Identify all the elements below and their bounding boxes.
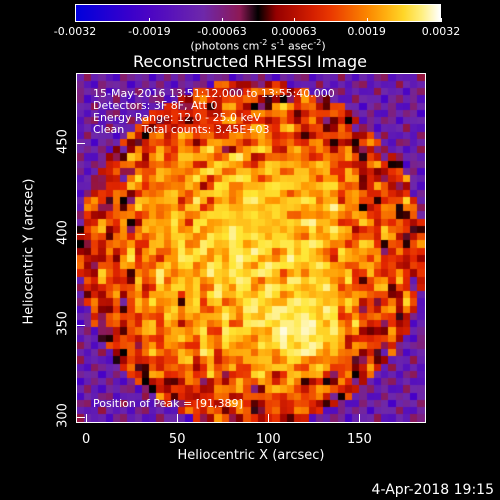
colorbar-tick-mark: [149, 18, 151, 22]
annotation-time: 15-May-2016 13:51:12.000 to 13:55:40.000: [93, 87, 335, 100]
annotation-detectors: Detectors: 3F 8F, Att 0: [93, 99, 218, 112]
colorbar: [75, 4, 441, 22]
colorbar-tick-mark: [75, 18, 76, 22]
colorbar-tick-label: -0.0032: [53, 25, 97, 38]
y-tick-mark: [77, 234, 85, 236]
x-tick-label: 0: [81, 432, 91, 447]
x-tick-mark: [359, 414, 361, 422]
timestamp-footer: 4-Apr-2018 19:15: [371, 482, 494, 498]
x-tick-mark: [268, 414, 270, 422]
colorbar-tick-mark: [441, 18, 442, 22]
y-tick-mark: [77, 416, 85, 418]
colorbar-tick-mark: [221, 18, 223, 22]
colorbar-tick-label: -0.00063: [197, 25, 247, 38]
colorbar-units: (photons cm-2 s-1 asec-2): [190, 38, 326, 53]
y-tick-label: 300: [55, 402, 71, 428]
annotation-clean: Clean Total counts: 3.45E+03: [93, 123, 270, 136]
y-tick-mark: [77, 143, 85, 145]
annotation-peak: Position of Peak = [91,389]: [93, 397, 243, 410]
y-tick-label: 350: [55, 311, 71, 337]
x-tick-mark: [86, 414, 88, 422]
chart-title: Reconstructed RHESSI Image: [133, 52, 367, 71]
y-tick-mark: [77, 325, 85, 327]
colorbar-tick-label: 0.0032: [421, 25, 461, 38]
annotation-energy: Energy Range: 12.0 - 25.0 keV: [93, 111, 261, 124]
x-tick-mark: [177, 414, 179, 422]
y-tick-label: 400: [55, 220, 71, 246]
colorbar-tick-label: 0.00063: [271, 25, 317, 38]
x-tick-label: 150: [346, 432, 372, 447]
y-axis-label: Heliocentric Y (arcsec): [21, 178, 37, 325]
colorbar-tick-mark: [366, 18, 368, 22]
heatmap-image: [77, 74, 425, 422]
colorbar-tick-label: 0.0019: [347, 25, 386, 38]
x-axis-label: Heliocentric X (arcsec): [177, 448, 325, 463]
colorbar-tick-mark: [294, 18, 296, 22]
plot-area: 15-May-2016 13:51:12.000 to 13:55:40.000…: [76, 73, 426, 423]
y-tick-label: 450: [55, 129, 71, 155]
colorbar-tick-label: -0.0019: [128, 25, 171, 38]
x-tick-label: 100: [255, 432, 281, 447]
x-tick-label: 50: [168, 432, 186, 447]
